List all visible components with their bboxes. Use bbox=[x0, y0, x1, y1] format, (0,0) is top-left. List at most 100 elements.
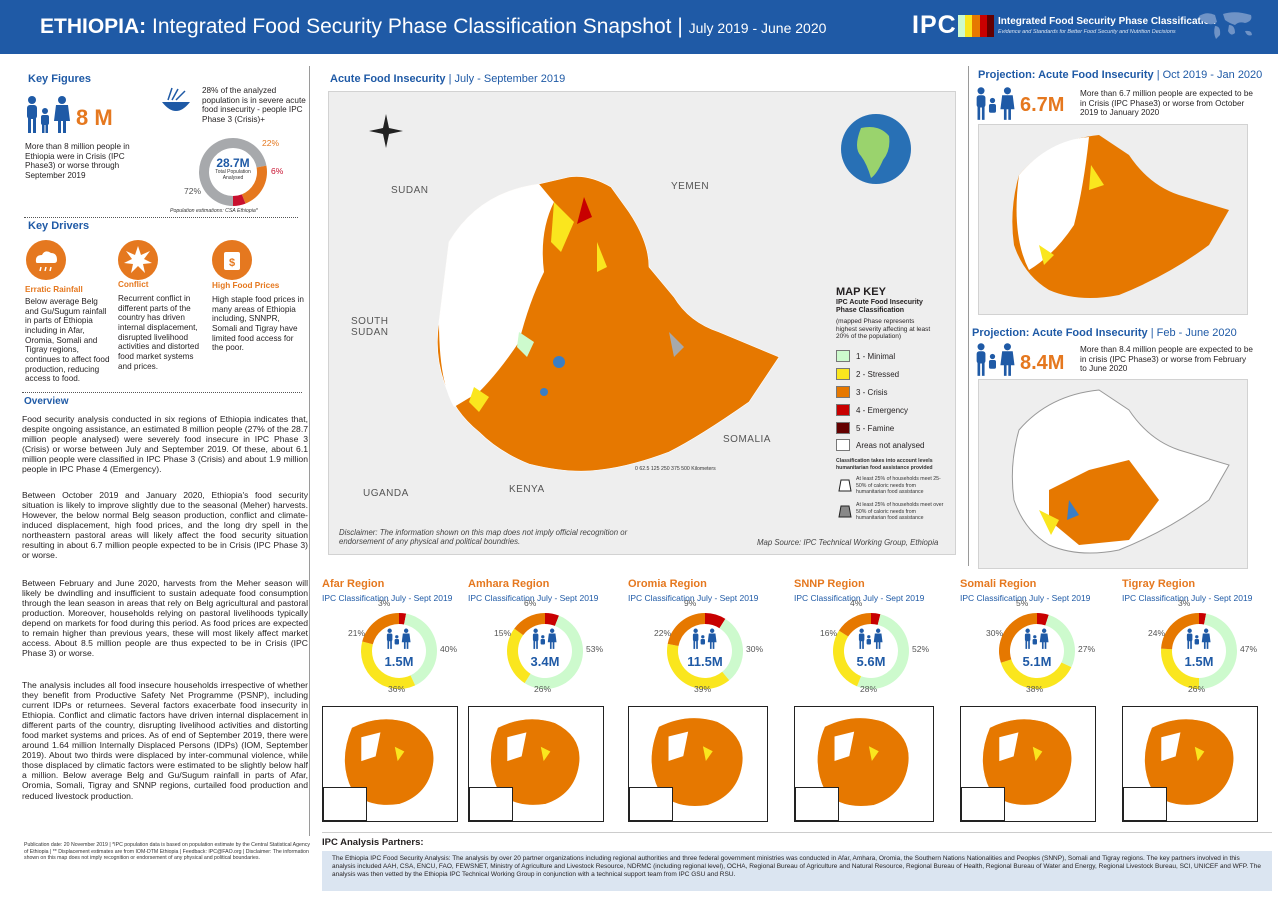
donut-slice-0 bbox=[199, 138, 267, 206]
donut-slice-1 bbox=[857, 614, 909, 689]
region-map-graphic bbox=[651, 717, 744, 807]
logo-bar-4 bbox=[979, 15, 987, 37]
logo-bar-2 bbox=[965, 15, 973, 37]
region-pct-minimal: 30% bbox=[746, 644, 764, 654]
family-icon bbox=[692, 628, 717, 649]
projection1-map-graphic bbox=[1012, 135, 1229, 299]
region-map-graphic bbox=[817, 717, 910, 807]
region-subtitle: IPC Classification July - Sept 2019 bbox=[628, 593, 759, 603]
donut-slice-1 bbox=[719, 618, 743, 681]
key-item-emergency: 4 - Emergency bbox=[836, 404, 908, 416]
ipc-logo-bars bbox=[958, 15, 995, 37]
family-icon bbox=[1024, 628, 1049, 649]
swatch-not-analysed bbox=[836, 439, 850, 451]
projection1-period: Oct 2019 - Jan 2020 bbox=[1162, 69, 1263, 81]
key-item-stressed: 2 - Stressed bbox=[836, 368, 899, 380]
projection1-number: 6.7M bbox=[1020, 94, 1065, 116]
world-map-icon bbox=[1199, 12, 1252, 40]
donut-slice-1 bbox=[1199, 613, 1237, 689]
region-pct-crisis: 15% bbox=[494, 628, 512, 638]
region-pct-minimal: 47% bbox=[1240, 644, 1258, 654]
region-inset-map bbox=[629, 787, 673, 821]
donut-label-72: 72% bbox=[184, 186, 202, 196]
region-pct-stressed: 36% bbox=[388, 684, 406, 694]
region-total: 1.5M bbox=[384, 654, 414, 669]
donut-slice-1 bbox=[241, 165, 267, 204]
region-pct-stressed: 38% bbox=[1026, 684, 1044, 694]
swatch-minimal bbox=[836, 350, 850, 362]
projection2-text: More than 8.4 million people are expecte… bbox=[1080, 345, 1253, 374]
key-label-emergency: 4 - Emergency bbox=[856, 405, 909, 415]
family-icon bbox=[386, 628, 411, 649]
donut-slice-1 bbox=[1045, 614, 1075, 668]
family-icon bbox=[532, 628, 557, 649]
food-sack-icon bbox=[838, 479, 852, 492]
region-donut-chart bbox=[1161, 613, 1237, 689]
title-separator: | bbox=[677, 15, 683, 38]
ipc-org-name: Integrated Food Security Phase Classific… bbox=[998, 16, 1216, 27]
svg-text:$: $ bbox=[229, 257, 235, 269]
compass-rose-icon bbox=[369, 114, 403, 148]
main-map-title-text: Acute Food Insecurity bbox=[330, 73, 446, 85]
food-sack-full-icon bbox=[838, 505, 852, 518]
divider bbox=[22, 392, 302, 393]
key-figure-number: 8 M bbox=[76, 105, 113, 130]
label-south-sudan: SOUTH SUDAN bbox=[351, 316, 389, 338]
key-figure-text: More than 8 million people in Ethiopia w… bbox=[25, 142, 130, 181]
region-inset-map bbox=[961, 787, 1005, 821]
region-pct-emergency: 4% bbox=[850, 598, 863, 608]
donut-slice-3 bbox=[1161, 613, 1199, 650]
region-donut-chart bbox=[361, 613, 437, 689]
donut-slice-1 bbox=[404, 613, 437, 686]
region-map bbox=[794, 706, 934, 822]
projection1-title-text: Projection: Acute Food Insecurity bbox=[978, 69, 1154, 81]
donut-slice-2 bbox=[833, 630, 862, 687]
key-label-not-analysed: Areas not analysed bbox=[856, 440, 925, 450]
region-pct-emergency: 6% bbox=[524, 598, 537, 608]
region-title: Afar Region bbox=[322, 578, 385, 590]
main-map-period: July - September 2019 bbox=[454, 73, 566, 85]
region-pct-stressed: 26% bbox=[1188, 684, 1206, 694]
region-pct-minimal: 52% bbox=[912, 644, 930, 654]
region-inset-map bbox=[469, 787, 513, 821]
region-map-graphic bbox=[1144, 718, 1235, 806]
rain-cloud-icon bbox=[26, 240, 66, 280]
region-subtitle: IPC Classification July - Sept 2019 bbox=[468, 593, 599, 603]
label-somalia: SOMALIA bbox=[723, 434, 771, 445]
label-yemen: YEMEN bbox=[671, 181, 710, 192]
donut-slice-0 bbox=[705, 613, 726, 629]
partners-text: The Ethiopia IPC Food Security Analysis:… bbox=[322, 851, 1272, 891]
key-label-crisis: 3 - Crisis bbox=[856, 387, 888, 397]
donut-slice-2 bbox=[667, 643, 730, 689]
region-pct-minimal: 53% bbox=[586, 644, 604, 654]
region-total: 3.4M bbox=[530, 654, 560, 669]
region-map bbox=[960, 706, 1096, 822]
region-pct-stressed: 26% bbox=[534, 684, 552, 694]
key-label-minimal: 1 - Minimal bbox=[856, 351, 896, 361]
food-bowl-icon bbox=[162, 87, 190, 111]
swatch-stressed bbox=[836, 368, 850, 380]
region-map bbox=[468, 706, 604, 822]
donut-slice-2 bbox=[233, 194, 246, 206]
partners-section: IPC Analysis Partners: The Ethiopia IPC … bbox=[322, 832, 1272, 894]
overview-paragraph-3: Between February and June 2020, harvests… bbox=[22, 578, 308, 659]
donut-slice-2 bbox=[1161, 648, 1199, 689]
projection2-title-text: Projection: Acute Food Insecurity bbox=[972, 327, 1148, 339]
region-map bbox=[628, 706, 768, 822]
region-title: SNNP Region bbox=[794, 578, 865, 590]
family-icon bbox=[976, 343, 1015, 376]
region-title: Somali Region bbox=[960, 578, 1037, 590]
region-map-graphic bbox=[982, 718, 1073, 806]
donut-slice-3 bbox=[838, 613, 871, 637]
region-subtitle: IPC Classification July - Sept 2019 bbox=[960, 593, 1091, 603]
donut-slice-0 bbox=[1199, 613, 1207, 625]
logo-bar-3 bbox=[972, 15, 980, 37]
donut-total: 28.7M bbox=[216, 156, 250, 170]
page-title: ETHIOPIA: Integrated Food Security Phase… bbox=[40, 15, 826, 39]
region-donut-chart bbox=[833, 613, 909, 689]
projection1-map bbox=[978, 124, 1248, 315]
region-pct-emergency: 9% bbox=[684, 598, 697, 608]
region-pct-emergency: 3% bbox=[1178, 598, 1191, 608]
region-donut-chart bbox=[507, 613, 583, 689]
ethiopia-map-graphic bbox=[437, 176, 780, 472]
